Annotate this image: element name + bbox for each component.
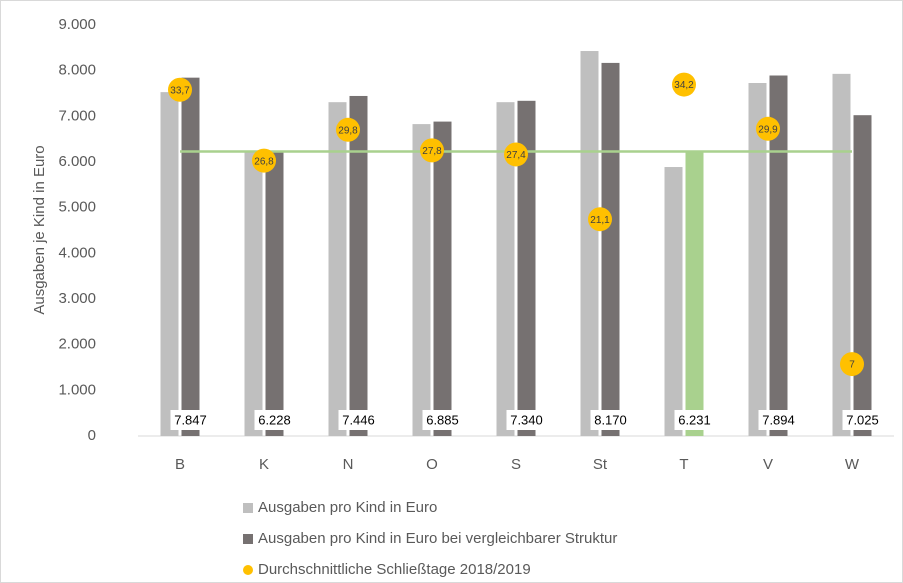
bar bbox=[580, 51, 599, 436]
x-tick-label: K bbox=[259, 456, 269, 473]
y-axis-label: Ausgaben je Kind in Euro bbox=[31, 145, 48, 314]
legend-marker bbox=[243, 534, 253, 544]
bar bbox=[244, 151, 263, 436]
marker-label: 27,8 bbox=[422, 146, 442, 157]
x-tick-label: W bbox=[845, 456, 860, 473]
x-tick-label: O bbox=[426, 456, 438, 473]
bar bbox=[181, 77, 200, 437]
bar bbox=[769, 75, 788, 437]
bar bbox=[664, 167, 683, 437]
bar bbox=[265, 151, 284, 436]
value-label-box bbox=[422, 410, 463, 430]
y-tick-label: 1.000 bbox=[58, 381, 96, 398]
y-tick-label: 0 bbox=[88, 427, 96, 444]
marker bbox=[504, 142, 528, 167]
bar bbox=[853, 115, 872, 437]
legend-label: Ausgaben pro Kind in Euro bbox=[258, 499, 437, 516]
marker bbox=[420, 138, 444, 163]
x-tick-label: B bbox=[175, 456, 185, 473]
bar bbox=[433, 121, 452, 437]
bar bbox=[160, 92, 179, 436]
bar bbox=[412, 124, 431, 436]
y-tick-label: 7.000 bbox=[58, 107, 96, 124]
value-label: 8.170 bbox=[594, 412, 627, 427]
bar bbox=[748, 82, 767, 436]
bar bbox=[832, 73, 851, 436]
value-label-box bbox=[170, 410, 211, 430]
y-tick-label: 8.000 bbox=[58, 62, 96, 79]
marker bbox=[756, 116, 780, 141]
marker-label: 26,8 bbox=[254, 156, 274, 167]
x-tick-label: St bbox=[593, 456, 608, 473]
marker bbox=[252, 148, 276, 173]
y-tick-label: 6.000 bbox=[58, 153, 96, 170]
value-label: 6.885 bbox=[426, 412, 459, 427]
value-label: 7.894 bbox=[762, 412, 795, 427]
value-label-box bbox=[338, 410, 379, 430]
x-tick-label: T bbox=[679, 456, 688, 473]
marker bbox=[168, 77, 192, 102]
value-label: 6.231 bbox=[678, 412, 711, 427]
value-label-box bbox=[674, 410, 715, 430]
value-label-box bbox=[590, 410, 631, 430]
marker-label: 34,2 bbox=[674, 80, 694, 91]
y-tick-label: 3.000 bbox=[58, 290, 96, 307]
value-label-box bbox=[506, 410, 547, 430]
marker bbox=[336, 117, 360, 142]
y-tick-label: 5.000 bbox=[58, 199, 96, 216]
value-label: 6.228 bbox=[258, 412, 291, 427]
legend-marker bbox=[243, 565, 253, 575]
value-label: 7.446 bbox=[342, 412, 375, 427]
marker-label: 33,7 bbox=[170, 85, 190, 96]
marker bbox=[840, 352, 864, 377]
value-label: 7.847 bbox=[174, 412, 207, 427]
y-tick-label: 2.000 bbox=[58, 336, 96, 353]
value-label-box bbox=[758, 410, 799, 430]
bar bbox=[496, 102, 515, 436]
value-label: 7.025 bbox=[846, 412, 879, 427]
bar bbox=[328, 102, 347, 436]
legend-label: Durchschnittliche Schließtage 2018/2019 bbox=[258, 561, 531, 578]
x-tick-label: V bbox=[763, 456, 773, 473]
bar bbox=[349, 95, 368, 436]
value-label: 7.340 bbox=[510, 412, 543, 427]
bar bbox=[517, 100, 536, 436]
value-label-box bbox=[254, 410, 295, 430]
value-label-box bbox=[842, 410, 883, 430]
bar bbox=[601, 62, 620, 437]
marker-label: 29,9 bbox=[758, 124, 778, 135]
marker-label: 7 bbox=[849, 360, 855, 371]
x-tick-label: N bbox=[343, 456, 354, 473]
bar bbox=[685, 151, 704, 437]
legend-label: Ausgaben pro Kind in Euro bei vergleichb… bbox=[258, 530, 617, 547]
legend-marker bbox=[243, 503, 253, 513]
marker-label: 29,8 bbox=[338, 125, 358, 136]
marker bbox=[588, 207, 612, 232]
marker-label: 27,4 bbox=[506, 150, 526, 161]
x-tick-label: S bbox=[511, 456, 521, 473]
marker-label: 21,1 bbox=[590, 215, 610, 226]
marker bbox=[672, 72, 696, 97]
y-tick-label: 4.000 bbox=[58, 244, 96, 261]
y-tick-label: 9.000 bbox=[58, 16, 96, 33]
